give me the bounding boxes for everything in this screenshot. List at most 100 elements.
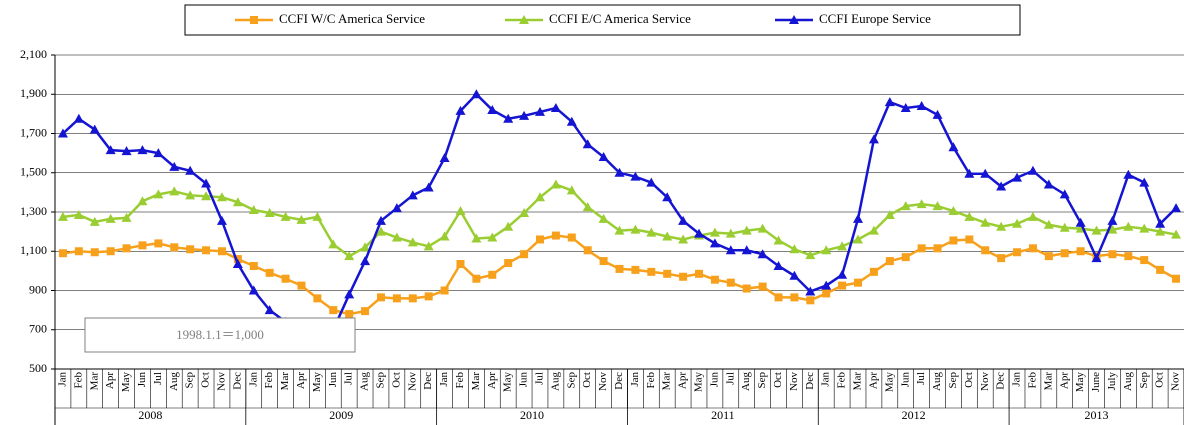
x-tick-label: Feb: [645, 372, 657, 389]
data-point: [121, 146, 132, 156]
x-tick-label: May: [693, 372, 705, 393]
data-point: [1171, 203, 1182, 213]
x-tick-label: Aug: [740, 372, 752, 391]
data-point: [504, 259, 513, 268]
y-tick-label: 1,700: [20, 125, 47, 139]
data-point: [423, 182, 434, 192]
x-tick-label: Jun: [708, 372, 720, 388]
data-point: [487, 104, 498, 114]
series-line: [62, 234, 1177, 316]
data-point: [1059, 222, 1070, 232]
data-point: [695, 269, 704, 278]
data-point: [265, 268, 274, 277]
x-tick-label: Sep: [375, 372, 387, 389]
data-point: [789, 270, 800, 280]
data-point: [1156, 265, 1165, 274]
legend-box: [184, 4, 1021, 36]
y-tick-label: 1,900: [20, 86, 47, 100]
data-point: [137, 145, 148, 155]
data-point: [407, 190, 418, 200]
x-tick-label: July: [1106, 372, 1118, 391]
legend-label: CCFI E/C America Service: [549, 11, 691, 26]
x-tick-label: Sep: [565, 372, 577, 389]
data-point: [487, 232, 498, 242]
year-label: 2008: [138, 408, 162, 422]
y-tick-label: 700: [29, 322, 47, 336]
data-point: [646, 177, 657, 187]
data-point: [662, 192, 673, 202]
data-point: [361, 307, 370, 316]
data-point: [1172, 274, 1181, 283]
data-point: [726, 278, 735, 287]
data-point: [741, 245, 752, 255]
data-point: [854, 278, 863, 287]
data-point: [821, 280, 832, 290]
data-point: [1140, 256, 1149, 265]
data-point: [312, 211, 323, 221]
data-point: [1107, 224, 1118, 234]
y-tick-label: 1,100: [20, 243, 47, 257]
x-tick-label: Dec: [613, 372, 625, 390]
data-point: [709, 227, 720, 237]
data-point: [57, 211, 68, 221]
legend-marker: [519, 15, 529, 24]
data-point: [663, 269, 672, 278]
x-tick-label: Jun: [136, 372, 148, 388]
data-point: [916, 101, 927, 111]
data-point: [678, 234, 689, 244]
x-tick-label: Jan: [820, 372, 832, 387]
data-point: [122, 244, 131, 253]
data-point: [757, 249, 768, 259]
data-point: [360, 256, 371, 266]
data-point: [679, 272, 688, 281]
data-point: [73, 209, 84, 219]
annotation-box: [84, 317, 356, 353]
year-label: 2012: [902, 408, 926, 422]
data-point: [216, 215, 227, 225]
year-label: 2011: [711, 408, 735, 422]
data-point: [630, 224, 641, 234]
data-point: [202, 246, 211, 255]
data-point: [1123, 169, 1134, 179]
data-point: [615, 264, 624, 273]
data-point: [1027, 165, 1038, 175]
data-point: [391, 203, 402, 213]
data-point: [106, 247, 115, 256]
x-tick-label: Oct: [963, 372, 975, 388]
data-point: [614, 225, 625, 235]
x-tick-label: Oct: [772, 372, 784, 388]
data-point: [901, 253, 910, 262]
x-tick-label: Sep: [756, 372, 768, 389]
data-point: [710, 275, 719, 284]
data-point: [313, 294, 322, 303]
legend-label: CCFI W/C America Service: [279, 11, 425, 26]
x-tick-label: Jan: [438, 372, 450, 387]
legend-label: CCFI Europe Service: [819, 11, 931, 26]
data-point: [948, 142, 959, 152]
data-point: [821, 245, 832, 255]
data-point: [137, 196, 148, 206]
data-point: [1155, 218, 1166, 228]
x-tick-label: Jan: [629, 372, 641, 387]
data-point: [186, 245, 195, 254]
data-point: [344, 289, 355, 299]
x-tick-label: Nov: [1170, 372, 1182, 391]
data-point: [837, 241, 848, 251]
data-point: [1108, 250, 1117, 259]
x-tick-label: Aug: [168, 372, 180, 391]
x-tick-label: Nov: [788, 372, 800, 391]
data-point: [1013, 248, 1022, 257]
x-tick-label: Jul: [343, 372, 355, 385]
data-point: [598, 213, 609, 223]
data-point: [281, 274, 290, 283]
data-point: [185, 190, 196, 200]
x-tick-label: June: [1090, 372, 1102, 392]
data-point: [58, 249, 67, 258]
data-point: [917, 244, 926, 253]
year-label: 2010: [520, 408, 544, 422]
x-tick-label: Dec: [804, 372, 816, 390]
x-tick-label: Mar: [279, 372, 291, 391]
x-tick-label: Aug: [549, 372, 561, 391]
data-point: [105, 213, 116, 223]
